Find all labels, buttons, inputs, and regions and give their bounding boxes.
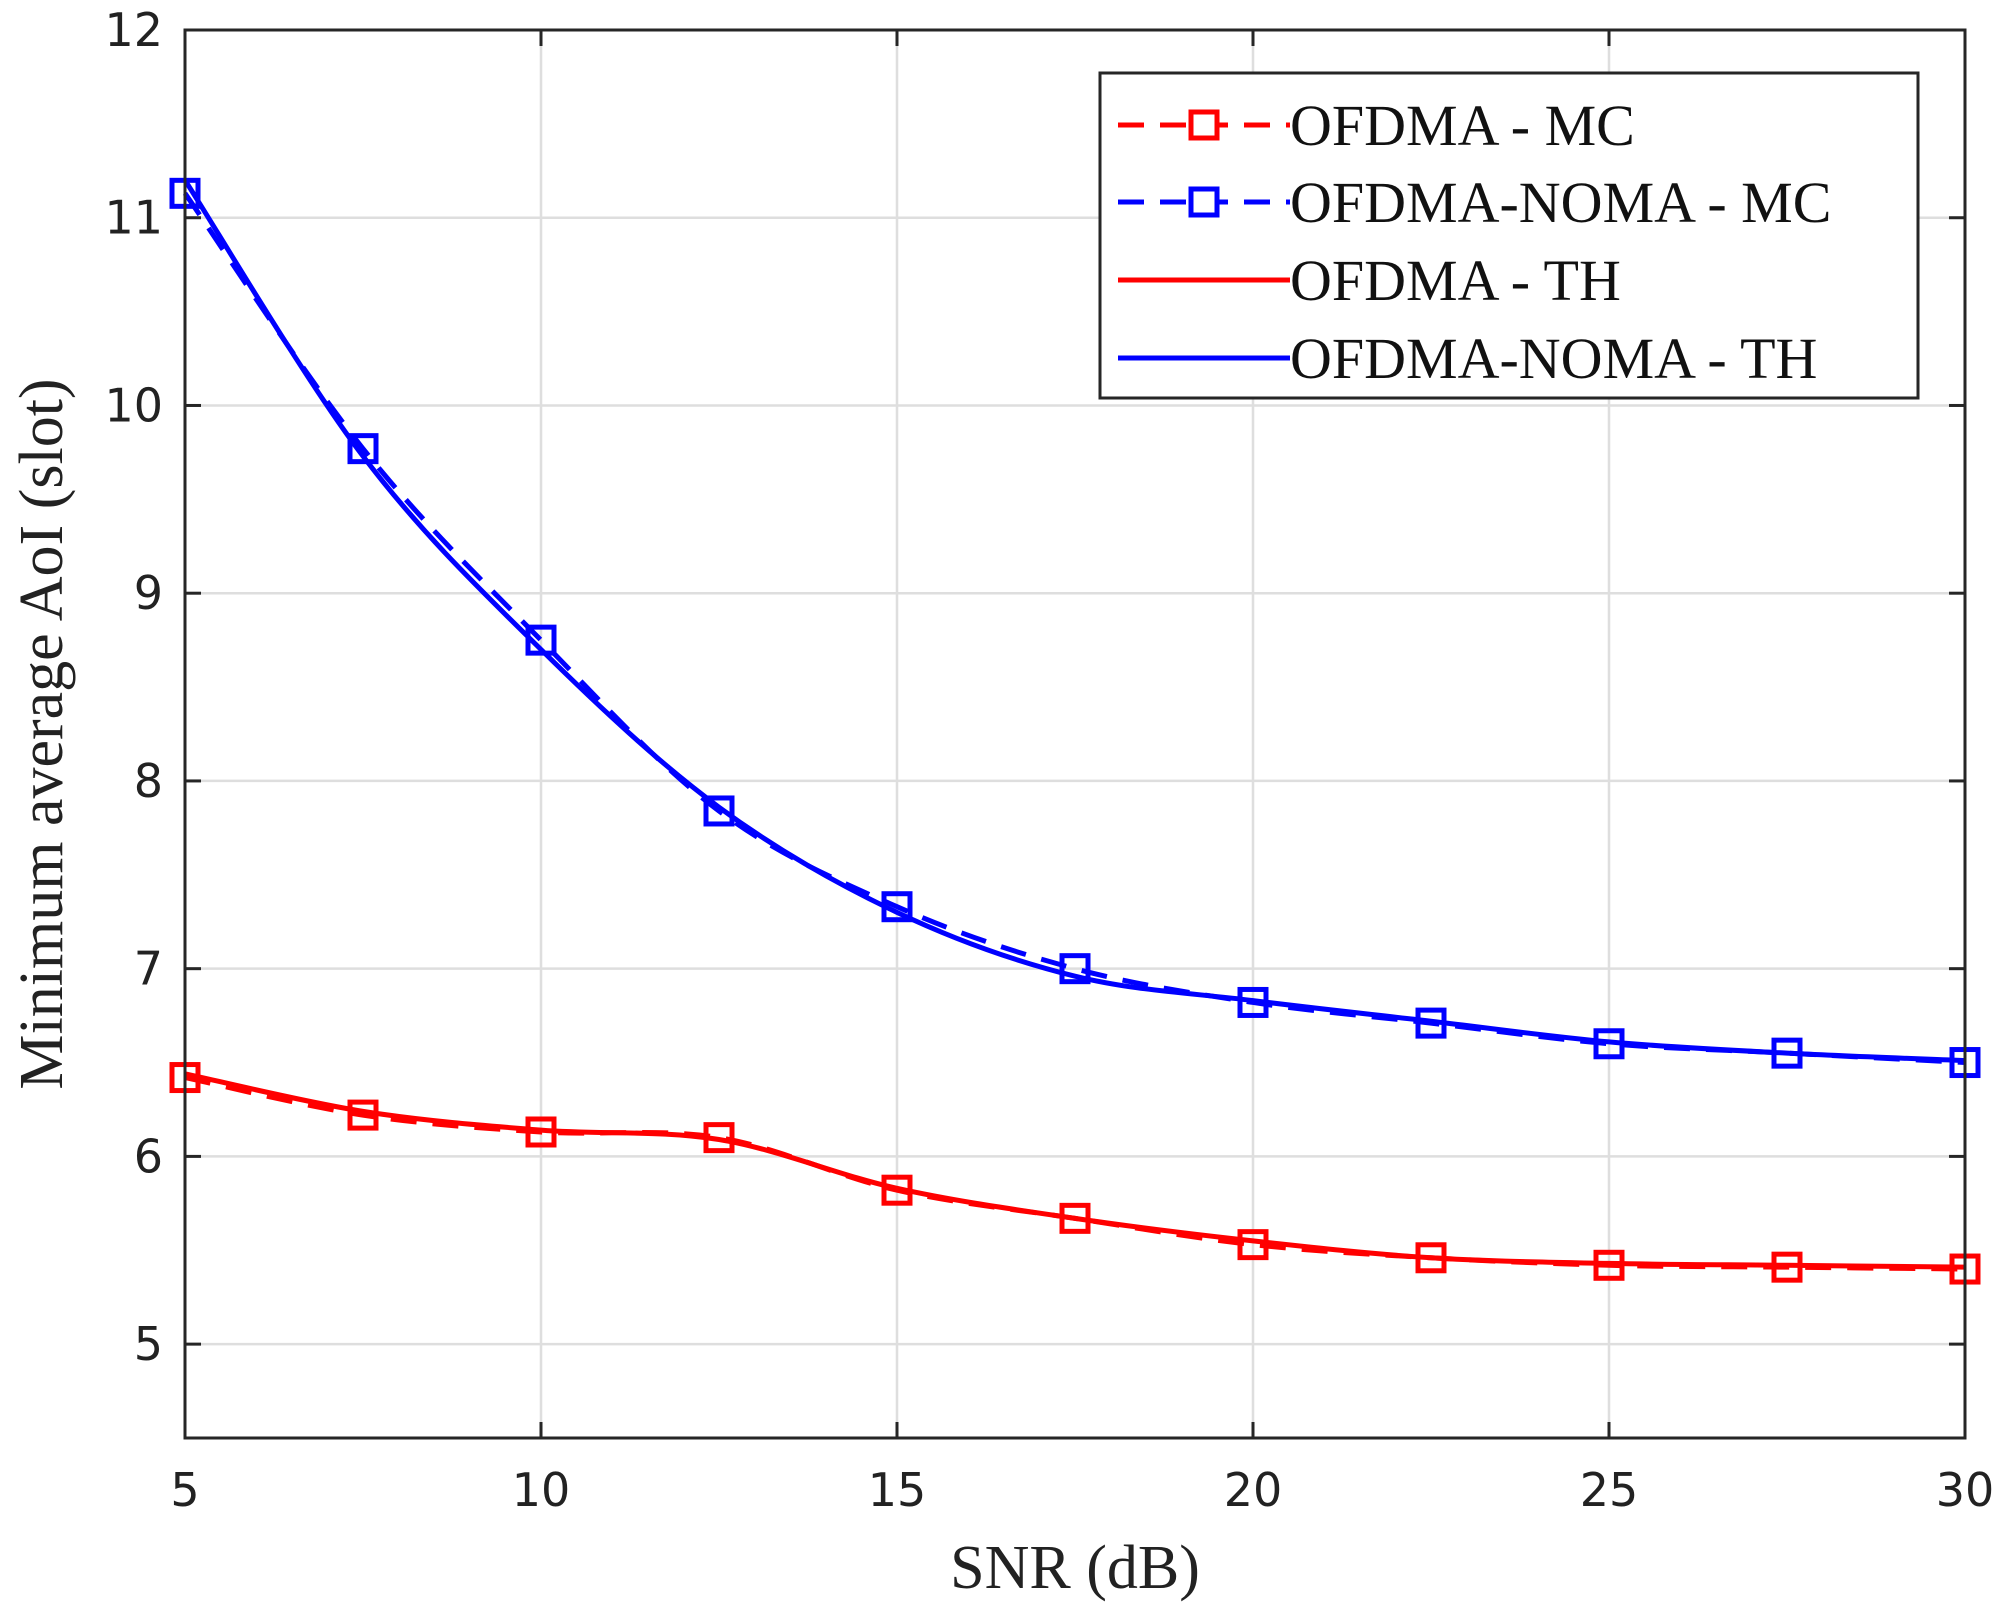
series-ofdma-th bbox=[184, 1071, 1966, 1270]
legend-item: OFDMA-NOMA - TH bbox=[1118, 326, 1817, 391]
legend-box bbox=[1098, 71, 1920, 400]
x-tick-label: 20 bbox=[1224, 1463, 1283, 1517]
axes-frame bbox=[183, 28, 1967, 1440]
x-axis-title: SNR (dB) bbox=[950, 1534, 1200, 1602]
series-line bbox=[182, 178, 1966, 1064]
x-tick-label: 30 bbox=[1936, 1463, 1995, 1517]
y-tick-label: 8 bbox=[134, 754, 163, 808]
legend-marker bbox=[1188, 109, 1220, 141]
legend-label: OFDMA-NOMA - MC bbox=[1290, 170, 1831, 235]
legend-label: OFDMA-NOMA - TH bbox=[1290, 326, 1817, 391]
legend-item: OFDMA - MC bbox=[1118, 93, 1635, 158]
y-axis-title: Minimum average AoI (slot) bbox=[8, 378, 76, 1089]
x-tick-label: 5 bbox=[170, 1463, 199, 1517]
x-tick-label: 10 bbox=[512, 1463, 571, 1517]
ticks bbox=[183, 28, 1967, 1438]
legend-item: OFDMA - TH bbox=[1118, 248, 1621, 313]
y-tick-label: 5 bbox=[134, 1317, 163, 1371]
legend-label: OFDMA - TH bbox=[1290, 248, 1621, 313]
data-point bbox=[703, 795, 735, 827]
data-point bbox=[1059, 953, 1091, 985]
y-tick-label: 9 bbox=[134, 566, 163, 620]
series-layer bbox=[169, 177, 1981, 1285]
data-point bbox=[347, 433, 379, 465]
legend-item: OFDMA-NOMA - MC bbox=[1118, 170, 1831, 235]
y-tick-label: 7 bbox=[134, 942, 163, 996]
x-tick-label: 25 bbox=[1580, 1463, 1639, 1517]
series-ofdma-noma-th bbox=[182, 178, 1966, 1064]
series-line bbox=[184, 1071, 1966, 1270]
y-tick-label: 10 bbox=[104, 378, 163, 432]
legend-marker bbox=[1188, 186, 1220, 218]
legend: OFDMA - MC OFDMA-NOMA - MC OFDMA - TH OFDMA… bbox=[1098, 71, 1920, 400]
y-tick-label: 6 bbox=[134, 1129, 163, 1183]
y-tick-label: 12 bbox=[104, 3, 163, 57]
x-tick-label: 15 bbox=[868, 1463, 927, 1517]
y-tick-label: 11 bbox=[104, 191, 163, 245]
legend-label: OFDMA - MC bbox=[1290, 93, 1635, 158]
tick-labels: 5 10 15 20 25 30 5 6 7 8 9 10 11 12 bbox=[104, 3, 1994, 1517]
